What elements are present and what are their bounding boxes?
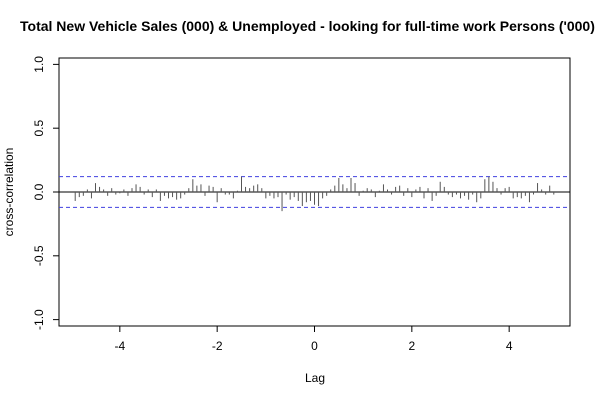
y-tick-label: -1.0	[32, 309, 46, 330]
y-tick-label: -0.5	[32, 245, 46, 266]
x-tick-label: 2	[408, 339, 415, 353]
y-tick-label: 1.0	[32, 56, 46, 73]
plot-area: -4 -2 0 2 4 -1.0 -0.5 0.0 0.5 1.0	[32, 56, 571, 353]
x-tick-label: 0	[311, 339, 318, 353]
chart-title: Total New Vehicle Sales (000) & Unemploy…	[20, 18, 595, 34]
x-tick-label: 4	[506, 339, 513, 353]
y-axis-label: cross-correlation	[2, 148, 16, 237]
x-tick-label: -4	[114, 339, 125, 353]
x-axis-label: Lag	[305, 371, 325, 385]
y-tick-label: 0.5	[32, 120, 46, 137]
x-tick-label: -2	[212, 339, 223, 353]
y-tick-label: 0.0	[32, 183, 46, 200]
